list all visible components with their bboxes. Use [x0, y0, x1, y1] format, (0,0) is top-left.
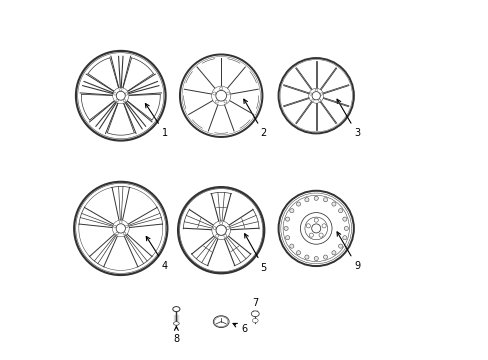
Ellipse shape	[224, 234, 226, 237]
Ellipse shape	[215, 100, 218, 103]
Text: 5: 5	[244, 234, 266, 273]
Text: 6: 6	[233, 323, 246, 334]
Ellipse shape	[296, 202, 300, 206]
Ellipse shape	[323, 255, 327, 259]
Ellipse shape	[311, 91, 320, 100]
Ellipse shape	[318, 233, 323, 237]
Ellipse shape	[304, 255, 308, 259]
Text: 8: 8	[173, 327, 179, 343]
Ellipse shape	[289, 244, 293, 248]
Ellipse shape	[119, 89, 122, 91]
Text: 1: 1	[145, 104, 168, 138]
Ellipse shape	[172, 307, 180, 312]
Text: 3: 3	[336, 99, 359, 138]
Ellipse shape	[309, 93, 311, 95]
Ellipse shape	[219, 222, 222, 225]
Ellipse shape	[116, 224, 125, 233]
Ellipse shape	[308, 88, 323, 103]
Ellipse shape	[252, 319, 258, 323]
Ellipse shape	[311, 99, 313, 102]
Ellipse shape	[338, 244, 342, 248]
Text: 4: 4	[146, 237, 168, 271]
Ellipse shape	[296, 251, 300, 255]
Ellipse shape	[226, 92, 229, 95]
Ellipse shape	[125, 225, 128, 228]
Ellipse shape	[289, 209, 293, 213]
Ellipse shape	[320, 93, 322, 95]
Ellipse shape	[318, 99, 320, 102]
Ellipse shape	[323, 198, 327, 202]
Text: 2: 2	[244, 99, 266, 138]
Ellipse shape	[212, 92, 215, 95]
Ellipse shape	[113, 225, 116, 228]
Ellipse shape	[313, 218, 318, 222]
Ellipse shape	[308, 233, 313, 237]
Ellipse shape	[284, 226, 287, 230]
Ellipse shape	[116, 99, 118, 102]
Ellipse shape	[344, 226, 348, 230]
Ellipse shape	[311, 224, 320, 233]
Ellipse shape	[313, 256, 318, 261]
Ellipse shape	[123, 232, 125, 235]
Ellipse shape	[123, 99, 125, 102]
Ellipse shape	[331, 202, 335, 206]
Ellipse shape	[215, 90, 226, 101]
Ellipse shape	[305, 217, 327, 240]
Ellipse shape	[226, 226, 229, 229]
Ellipse shape	[173, 321, 179, 325]
Ellipse shape	[211, 221, 230, 239]
Ellipse shape	[116, 91, 125, 100]
Ellipse shape	[125, 93, 127, 95]
Ellipse shape	[305, 224, 310, 228]
Ellipse shape	[342, 236, 346, 240]
Ellipse shape	[322, 224, 325, 228]
Ellipse shape	[313, 196, 318, 201]
Ellipse shape	[285, 236, 289, 240]
Ellipse shape	[116, 232, 118, 235]
Ellipse shape	[314, 89, 317, 91]
Ellipse shape	[211, 86, 230, 105]
Ellipse shape	[215, 234, 218, 237]
Ellipse shape	[304, 198, 308, 202]
Ellipse shape	[331, 251, 335, 255]
Ellipse shape	[251, 311, 259, 317]
Ellipse shape	[216, 225, 226, 235]
Ellipse shape	[112, 87, 128, 104]
Ellipse shape	[342, 217, 346, 221]
Ellipse shape	[285, 217, 289, 221]
Ellipse shape	[213, 316, 228, 328]
Text: 7: 7	[252, 298, 258, 315]
Ellipse shape	[224, 100, 226, 103]
Ellipse shape	[213, 226, 216, 229]
Ellipse shape	[338, 209, 342, 213]
Ellipse shape	[112, 220, 129, 237]
Ellipse shape	[119, 221, 122, 224]
Ellipse shape	[114, 93, 116, 95]
Ellipse shape	[219, 87, 222, 90]
Text: 9: 9	[336, 232, 359, 271]
